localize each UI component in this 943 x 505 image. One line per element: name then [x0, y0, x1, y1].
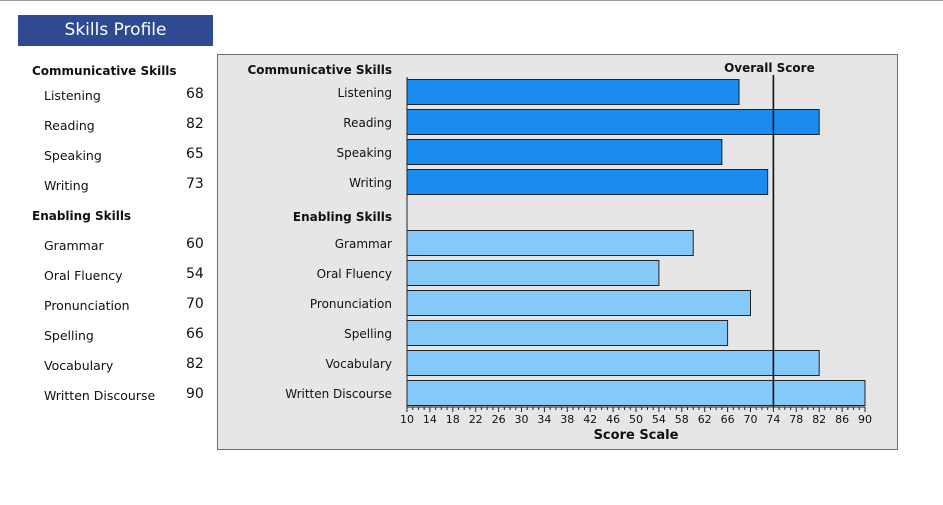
- chart-x-tick-label-30: 30: [515, 413, 529, 426]
- chart-x-tick-label-50: 50: [629, 413, 643, 426]
- chart-label-spelling: Spelling: [344, 327, 392, 341]
- chart-x-tick-label-74: 74: [766, 413, 780, 426]
- chart-label-vocabulary: Vocabulary: [325, 357, 392, 371]
- chart-x-axis-title: Score Scale: [594, 428, 679, 443]
- chart-x-tick-label-70: 70: [744, 413, 758, 426]
- chart-x-tick-label-66: 66: [721, 413, 735, 426]
- section-title-enabling: Enabling Skills: [32, 209, 132, 223]
- skills-bar-chart: Communicative Skills Listening Reading Spea…: [247, 61, 872, 443]
- chart-label-pronunciation: Pronunciation: [310, 297, 392, 311]
- skill-score-spelling: 66: [186, 326, 204, 342]
- chart-label-reading: Reading: [343, 116, 392, 130]
- chart-label-listening: Listening: [337, 86, 392, 100]
- chart-label-written-discourse: Written Discourse: [285, 387, 392, 401]
- chart-bar-reading: [406, 109, 820, 135]
- chart-x-tick-label-46: 46: [606, 413, 620, 426]
- chart-bar-writing: [406, 169, 769, 195]
- chart-label-oral-fluency: Oral Fluency: [317, 267, 392, 281]
- skill-label-written-discourse: Written Discourse: [44, 388, 156, 403]
- skill-score-listening: 68: [186, 86, 204, 102]
- chart-x-tick-label-82: 82: [812, 413, 826, 426]
- skills-score-list: Communicative Skills Listening 68 Readin…: [0, 0, 230, 505]
- skill-score-grammar: 60: [186, 236, 204, 252]
- skills-chart-panel: Communicative Skills Listening Reading Spea…: [217, 54, 898, 450]
- chart-group-title-communicative: Communicative Skills: [247, 63, 392, 77]
- skill-score-oral-fluency: 54: [186, 266, 204, 282]
- skill-score-written-discourse: 90: [186, 386, 204, 402]
- chart-x-tick-label-58: 58: [675, 413, 689, 426]
- chart-overall-score-label: Overall Score: [724, 61, 815, 75]
- chart-label-speaking: Speaking: [337, 146, 392, 160]
- chart-label-writing: Writing: [349, 176, 392, 190]
- chart-x-tick-label-62: 62: [698, 413, 712, 426]
- chart-x-tick-label-10: 10: [400, 413, 414, 426]
- skill-label-grammar: Grammar: [44, 238, 104, 253]
- chart-bar-written-discourse: [406, 380, 866, 406]
- page-title: Skills Profile: [18, 15, 213, 46]
- chart-x-tick-label-22: 22: [469, 413, 483, 426]
- chart-label-grammar: Grammar: [335, 237, 392, 251]
- chart-group-title-enabling: Enabling Skills: [293, 210, 392, 224]
- chart-bar-listening: [406, 79, 740, 105]
- chart-x-tick-label-78: 78: [789, 413, 803, 426]
- skill-label-spelling: Spelling: [44, 328, 94, 343]
- chart-x-tick-label-90: 90: [858, 413, 872, 426]
- skill-label-pronunciation: Pronunciation: [44, 298, 130, 313]
- chart-bar-grammar: [406, 230, 694, 256]
- chart-x-tick-label-18: 18: [446, 413, 460, 426]
- chart-x-tick-label-26: 26: [492, 413, 506, 426]
- chart-bar-pronunciation: [406, 290, 751, 316]
- skill-score-vocabulary: 82: [186, 356, 204, 372]
- chart-bar-speaking: [406, 139, 723, 165]
- chart-bar-oral-fluency: [406, 260, 660, 286]
- skill-label-writing: Writing: [44, 178, 89, 193]
- skill-label-oral-fluency: Oral Fluency: [44, 268, 123, 283]
- skill-score-writing: 73: [186, 176, 204, 192]
- section-title-communicative: Communicative Skills: [32, 64, 177, 78]
- skill-score-pronunciation: 70: [186, 296, 204, 312]
- chart-x-tick-label-38: 38: [560, 413, 574, 426]
- top-divider: [0, 0, 943, 1]
- chart-bar-vocabulary: [406, 350, 820, 376]
- chart-x-tick-label-14: 14: [423, 413, 437, 426]
- skill-label-vocabulary: Vocabulary: [44, 358, 114, 373]
- skill-score-speaking: 65: [186, 146, 204, 162]
- chart-x-tick-label-42: 42: [583, 413, 597, 426]
- skill-label-listening: Listening: [44, 88, 101, 103]
- chart-x-tick-label-86: 86: [835, 413, 849, 426]
- skill-label-reading: Reading: [44, 118, 95, 133]
- skill-label-speaking: Speaking: [44, 148, 102, 163]
- chart-x-tick-label-34: 34: [537, 413, 551, 426]
- skill-score-reading: 82: [186, 116, 204, 132]
- chart-bar-spelling: [406, 320, 729, 346]
- chart-x-tick-label-54: 54: [652, 413, 666, 426]
